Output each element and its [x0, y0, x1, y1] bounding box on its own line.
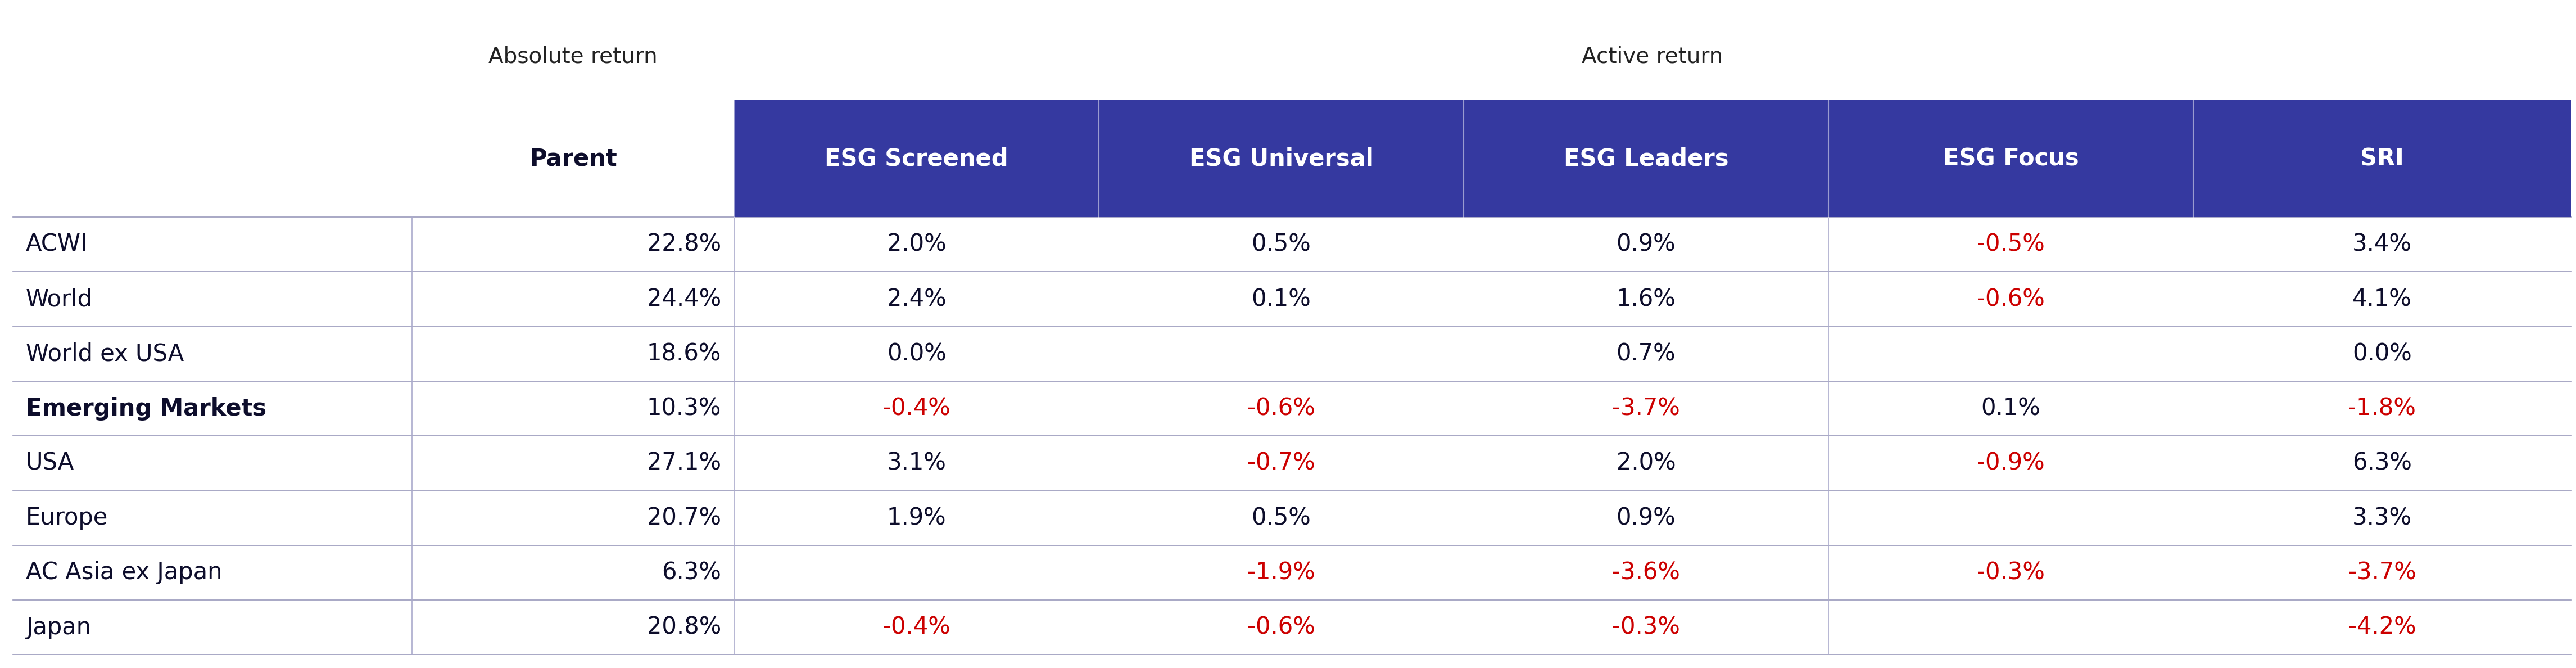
Text: -0.6%: -0.6% — [1247, 397, 1316, 420]
Text: 22.8%: 22.8% — [647, 232, 721, 257]
Text: 1.6%: 1.6% — [1615, 287, 1677, 311]
Text: 0.9%: 0.9% — [1615, 232, 1677, 257]
Text: USA: USA — [26, 452, 75, 475]
Text: 3.4%: 3.4% — [2352, 232, 2411, 257]
Text: -3.7%: -3.7% — [1613, 397, 1680, 420]
Text: 2.4%: 2.4% — [886, 287, 945, 311]
Text: ESG Leaders: ESG Leaders — [1564, 147, 1728, 170]
Text: 3.3%: 3.3% — [2352, 506, 2411, 530]
Text: -3.6%: -3.6% — [1613, 561, 1680, 584]
Text: 6.3%: 6.3% — [2352, 452, 2411, 475]
Text: 0.1%: 0.1% — [1252, 287, 1311, 311]
Text: 0.9%: 0.9% — [1615, 506, 1677, 530]
Text: 6.3%: 6.3% — [662, 561, 721, 584]
Text: 2.0%: 2.0% — [886, 232, 945, 257]
Text: 27.1%: 27.1% — [647, 452, 721, 475]
Text: Active return: Active return — [1582, 46, 1723, 67]
Text: 24.4%: 24.4% — [647, 287, 721, 311]
Text: 20.8%: 20.8% — [647, 615, 721, 639]
Text: 0.7%: 0.7% — [1615, 342, 1677, 365]
Text: Japan: Japan — [26, 615, 90, 639]
Bar — [734, 100, 2571, 217]
Text: -1.8%: -1.8% — [2349, 397, 2416, 420]
Text: -3.7%: -3.7% — [2349, 561, 2416, 584]
Text: 2.0%: 2.0% — [1615, 452, 1677, 475]
Text: -0.5%: -0.5% — [1976, 232, 2045, 257]
Text: AC Asia ex Japan: AC Asia ex Japan — [26, 561, 222, 584]
Text: ESG Universal: ESG Universal — [1190, 147, 1373, 170]
Text: -0.4%: -0.4% — [884, 615, 951, 639]
Text: 4.1%: 4.1% — [2352, 287, 2411, 311]
Text: SRI: SRI — [2360, 147, 2403, 170]
Text: 10.3%: 10.3% — [647, 397, 721, 420]
Text: 0.1%: 0.1% — [1981, 397, 2040, 420]
Text: 0.5%: 0.5% — [1252, 232, 1311, 257]
Text: 18.6%: 18.6% — [647, 342, 721, 365]
Text: -0.3%: -0.3% — [1976, 561, 2045, 584]
Text: World ex USA: World ex USA — [26, 342, 183, 365]
Text: World: World — [26, 287, 93, 311]
Text: -0.4%: -0.4% — [884, 397, 951, 420]
Text: -4.2%: -4.2% — [2349, 615, 2416, 639]
Text: ESG Screened: ESG Screened — [824, 147, 1007, 170]
Text: Parent: Parent — [531, 147, 616, 170]
Text: Europe: Europe — [26, 506, 108, 530]
Text: 1.9%: 1.9% — [886, 506, 945, 530]
Text: -0.7%: -0.7% — [1247, 452, 1316, 475]
Text: -0.3%: -0.3% — [1613, 615, 1680, 639]
Text: -0.6%: -0.6% — [1247, 615, 1316, 639]
Text: 0.0%: 0.0% — [886, 342, 945, 365]
Text: 20.7%: 20.7% — [647, 506, 721, 530]
Text: Absolute return: Absolute return — [489, 46, 657, 67]
Text: 0.0%: 0.0% — [2352, 342, 2411, 365]
Text: -1.9%: -1.9% — [1247, 561, 1316, 584]
Text: -0.6%: -0.6% — [1976, 287, 2045, 311]
Text: -0.9%: -0.9% — [1976, 452, 2045, 475]
Text: 0.5%: 0.5% — [1252, 506, 1311, 530]
Text: 3.1%: 3.1% — [886, 452, 945, 475]
Text: Emerging Markets: Emerging Markets — [26, 397, 265, 420]
Text: ESG Focus: ESG Focus — [1942, 147, 2079, 170]
Text: ACWI: ACWI — [26, 232, 88, 257]
